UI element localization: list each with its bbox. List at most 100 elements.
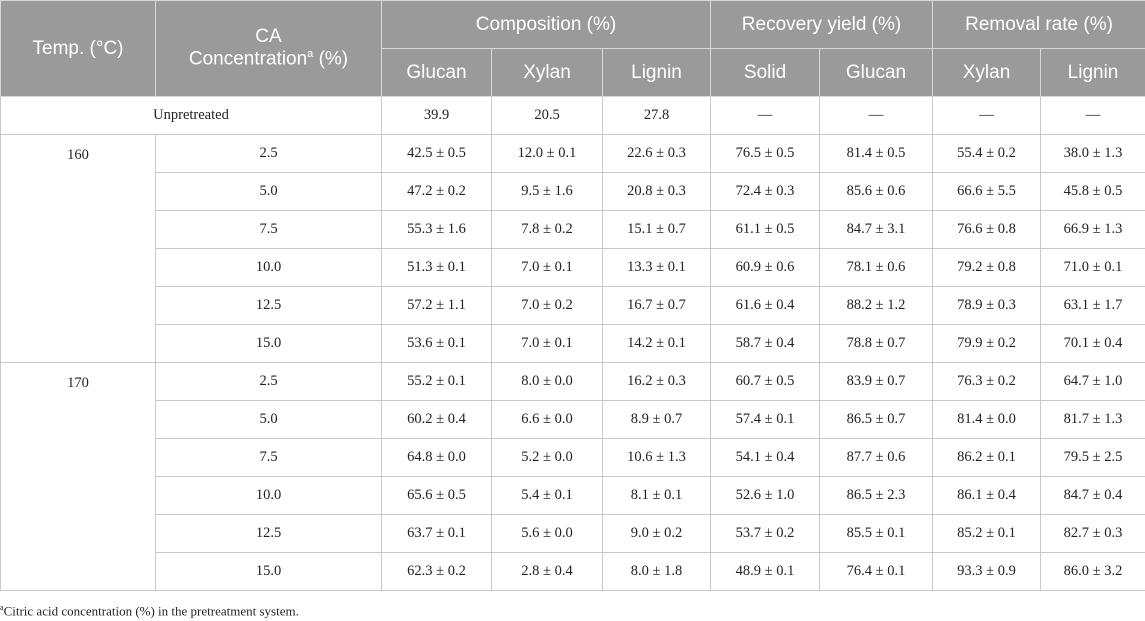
header-ca-unit: (%) [313,48,349,70]
table-cell: 85.6 ± 0.6 [819,172,934,211]
table-cell: 72.4 ± 0.3 [710,172,821,211]
table-row: 5.0 47.2 ± 0.2 9.5 ± 1.6 20.8 ± 0.3 72.4 ± 0… [1,172,1145,211]
subheader-cell: Glucan [381,48,492,97]
table-cell: 58.7 ± 0.4 [710,324,821,363]
concentration-cell: 5.0 [155,400,382,439]
concentration-cell: 12.5 [155,514,382,553]
data-table: Temp. (°C) CA Concentrationa (%) Composi… [0,0,1145,591]
table-header: Temp. (°C) CA Concentrationa (%) Composi… [0,0,1145,97]
table-row: 160 2.5 42.5 ± 0.5 12.0 ± 0.1 22.6 ± 0.3 76.5… [0,134,1145,363]
header-temp: Temp. (°C) [0,0,156,97]
footnote-marker: a [307,48,314,61]
header-removal-rate: Removal rate (%) [932,0,1145,49]
table-cell: 61.1 ± 0.5 [710,210,821,249]
table-cell: 78.1 ± 0.6 [819,248,934,287]
table-cell: 66.6 ± 5.5 [932,172,1042,211]
table-cell: 55.3 ± 1.6 [381,210,492,249]
table-cell: 47.2 ± 0.2 [381,172,492,211]
footnote-sup: a [0,603,4,612]
table-cell: 2.8 ± 0.4 [491,552,603,591]
subheader-cell: Xylan [932,48,1042,97]
table-cell: 16.7 ± 0.7 [601,286,712,325]
table-cell: 60.7 ± 0.5 [710,362,821,401]
table-cell: 84.7 ± 3.1 [819,210,934,249]
table-cell: 79.2 ± 0.8 [932,248,1042,287]
concentration-cell: 12.5 [155,286,382,325]
table-cell: 81.4 ± 0.5 [819,134,934,173]
table-cell: 65.6 ± 0.5 [381,476,492,515]
table-cell: 9.5 ± 1.6 [491,172,603,211]
table-footnote: aCitric acid concentration (%) in the pr… [0,603,299,619]
table-cell: 51.3 ± 0.1 [381,248,492,287]
table-cell: 86.2 ± 0.1 [932,438,1042,477]
table-cell: 61.6 ± 0.4 [710,286,821,325]
table-cell: 66.9 ± 1.3 [1040,210,1145,249]
table-cell: — [1040,96,1145,135]
table-cell: 5.2 ± 0.0 [491,438,603,477]
table-cell: 27.8 [601,96,712,135]
table-cell: 10.6 ± 1.3 [601,438,712,477]
table-cell: 86.0 ± 3.2 [1040,552,1145,591]
table-row: 15.0 53.6 ± 0.1 7.0 ± 0.1 14.2 ± 0.1 58.7 ± … [1,324,1145,363]
table-row: 15.0 62.3 ± 0.2 2.8 ± 0.4 8.0 ± 1.8 48.9 ± 0… [1,552,1145,591]
table-cell: 39.9 [381,96,492,135]
table-cell: 86.5 ± 2.3 [819,476,934,515]
header-composition-label: Composition (%) [475,13,617,35]
table-cell: 85.2 ± 0.1 [932,514,1042,553]
concentration-cell: 2.5 [155,134,382,173]
concentration-cell: 10.0 [155,476,382,515]
header-recovery-yield: Recovery yield (%) [710,0,934,49]
header-ca-concentration: CA Concentrationa (%) [155,0,382,97]
table-cell: 8.9 ± 0.7 [601,400,712,439]
table-cell: 71.0 ± 0.1 [1040,248,1145,287]
temp-cell: 170 [0,362,156,591]
table-cell: 84.7 ± 0.4 [1040,476,1145,515]
table-row: 7.5 64.8 ± 0.0 5.2 ± 0.0 10.6 ± 1.3 54.1 ± 0… [1,438,1145,477]
concentration-cell: 7.5 [155,438,382,477]
table-row: 5.0 60.2 ± 0.4 6.6 ± 0.0 8.9 ± 0.7 57.4 ± 0.… [1,400,1145,439]
concentration-cell: 15.0 [155,324,382,363]
subheader-cell: Lignin [1040,48,1145,97]
table-cell: 78.9 ± 0.3 [932,286,1042,325]
table-cell: — [819,96,934,135]
subheader-cell: Xylan [491,48,603,97]
table-cell: 5.4 ± 0.1 [491,476,603,515]
header-removal-label: Removal rate (%) [965,13,1113,35]
table-cell: 78.8 ± 0.7 [819,324,934,363]
header-composition: Composition (%) [380,0,712,49]
table-cell: 83.9 ± 0.7 [819,362,934,401]
table-cell: 57.4 ± 0.1 [710,400,821,439]
table-cell: 42.5 ± 0.5 [381,134,492,173]
table-row: 12.5 57.2 ± 1.1 7.0 ± 0.2 16.7 ± 0.7 61.6 ± … [1,286,1145,325]
table-cell: 64.7 ± 1.0 [1040,362,1145,401]
table-row: 10.0 65.6 ± 0.5 5.4 ± 0.1 8.1 ± 0.1 52.6 ± 1… [1,476,1145,515]
concentration-cell: 15.0 [155,552,382,591]
table-cell: 64.8 ± 0.0 [381,438,492,477]
table-cell: 86.5 ± 0.7 [819,400,934,439]
concentration-cell: 2.5 [155,362,382,401]
table-cell: 85.5 ± 0.1 [819,514,934,553]
table-cell: 70.1 ± 0.4 [1040,324,1145,363]
table-row-unpretreated: Unpretreated 39.9 20.5 27.8 — — — — [0,96,1145,135]
table-cell: 6.6 ± 0.0 [491,400,603,439]
subheader-cell: Glucan [819,48,934,97]
subheader-cell: Lignin [601,48,712,97]
table-row: 7.5 55.3 ± 1.6 7.8 ± 0.2 15.1 ± 0.7 61.1 ± 0… [1,210,1145,249]
header-recovery-label: Recovery yield (%) [741,13,902,35]
table-row: 12.5 63.7 ± 0.1 5.6 ± 0.0 9.0 ± 0.2 53.7 ± 0… [1,514,1145,553]
table-cell: — [710,96,821,135]
table-cell: 13.3 ± 0.1 [601,248,712,287]
header-temp-label: Temp. (°C) [32,37,124,59]
table-cell: 48.9 ± 0.1 [710,552,821,591]
table-cell: 5.6 ± 0.0 [491,514,603,553]
table-row: 10.0 51.3 ± 0.1 7.0 ± 0.1 13.3 ± 0.1 60.9 ± … [1,248,1145,287]
table-cell: 87.7 ± 0.6 [819,438,934,477]
table-cell: 76.4 ± 0.1 [819,552,934,591]
table-cell: 8.0 ± 0.0 [491,362,603,401]
table-cell: — [932,96,1042,135]
table-cell: 57.2 ± 1.1 [381,286,492,325]
table-cell: 20.5 [491,96,603,135]
header-ca-label: CA [255,26,282,48]
table-cell: 7.0 ± 0.1 [491,324,603,363]
table-cell: 81.4 ± 0.0 [932,400,1042,439]
